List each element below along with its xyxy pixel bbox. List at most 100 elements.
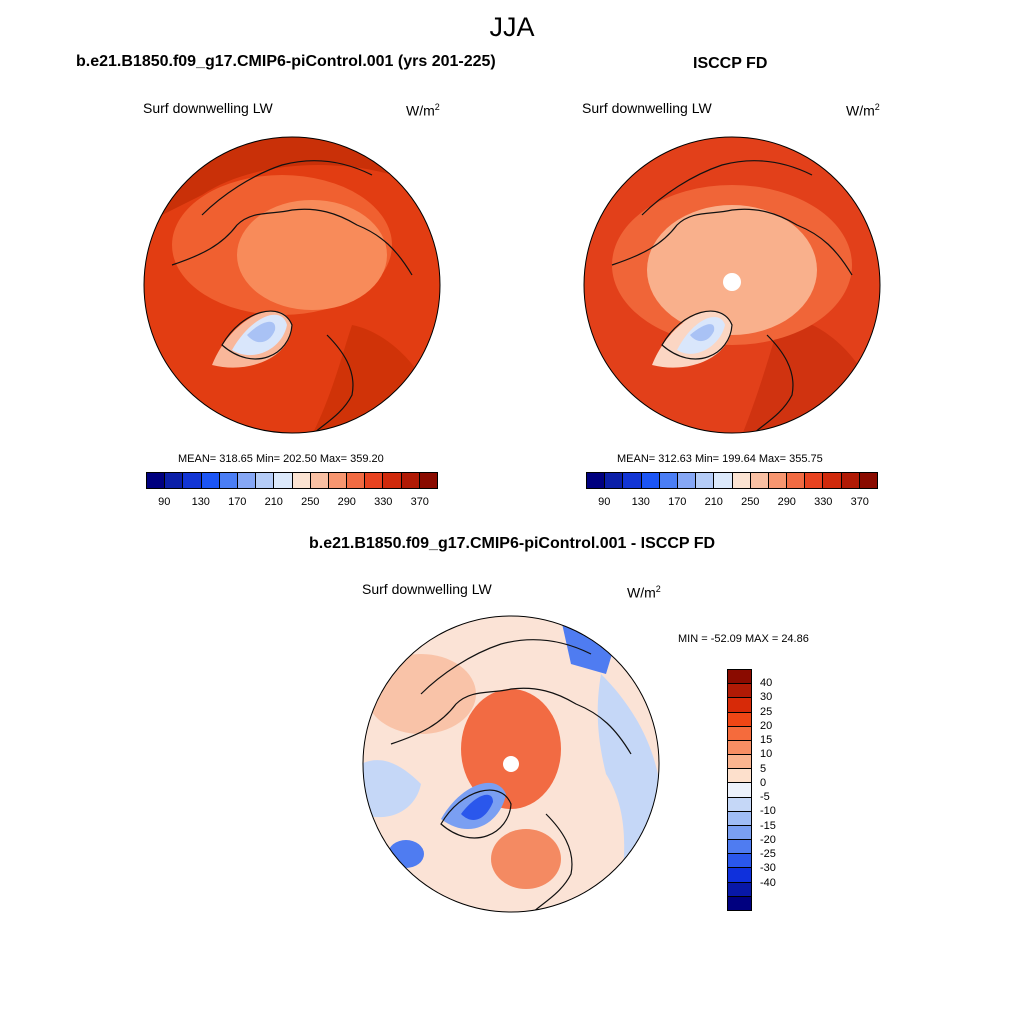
panel3-colorbar-cell	[728, 769, 751, 784]
panel2-colorbar-cell	[696, 473, 715, 488]
panel2-colorbar-cell	[732, 473, 751, 488]
panel1-colorbar-cell	[401, 473, 420, 488]
panel2-units: W/m2	[846, 102, 880, 119]
panel1-colorbar-cell	[347, 473, 366, 488]
panel3-colorbar-cell	[728, 868, 751, 883]
panel3-colorbar-tick-label: -10	[760, 805, 776, 818]
panel1-colorbar-cell	[237, 473, 257, 488]
panel2-colorbar-cell	[787, 473, 806, 488]
panel1-stats: MEAN= 318.65 Min= 202.50 Max= 359.20	[178, 453, 384, 465]
panel2-colorbar-cell	[641, 473, 660, 488]
panel3-colorbar-cell	[728, 740, 751, 756]
panel3-colorbar-cell	[728, 726, 751, 741]
panel3-colorbar-cell	[728, 896, 751, 910]
panel1-colorbar-cell	[328, 473, 348, 488]
panel1-colorbar-cell	[219, 473, 238, 488]
panel1-colorbar-cell	[365, 473, 384, 488]
panel1-field-greenland-core	[247, 321, 276, 343]
panel2-colorbar-tick-label: 210	[704, 496, 723, 508]
panel2-colorbar-tick-label: 130	[631, 496, 650, 508]
panel2-field-polar	[647, 205, 817, 335]
panel2-colorbar-cell	[659, 473, 678, 488]
panel2-colorbar-cell	[841, 473, 860, 488]
panel1-colorbar	[146, 472, 438, 489]
panel1-colorbar-tick-label: 290	[337, 496, 356, 508]
panel3-colorbar-cell	[728, 840, 751, 855]
panel1-colorbar-tick-label: 130	[191, 496, 210, 508]
panel2-colorbar-cell	[859, 473, 877, 488]
panel2-colorbar	[586, 472, 878, 489]
panel3-colorbar-cell	[728, 854, 751, 869]
panel3-colorbar-tick-label: -40	[760, 876, 776, 889]
panel3-colorbar-cell	[728, 684, 751, 699]
panel3-colorbar-cell	[728, 670, 751, 685]
panel2-map-border	[583, 136, 881, 434]
panel1-colorbar-cell	[165, 473, 184, 488]
panel1-colorbar-cell	[147, 473, 166, 488]
panel2-subtitle: Surf downwelling LW	[582, 100, 712, 116]
panel2-colorbar-labels: 90 130 170 210 250 290 330 370	[586, 496, 878, 510]
panel1-colorbar-cell	[183, 473, 202, 488]
panel2-colorbar-tick-label: 370	[850, 496, 869, 508]
panel1-units: W/m2	[406, 102, 440, 119]
panel2-colorbar-tick-label: 290	[777, 496, 796, 508]
panel3-colorbar-tick-label: -30	[760, 862, 776, 875]
panel2-title: ISCCP FD	[693, 55, 768, 72]
panel1-colorbar-cell	[310, 473, 329, 488]
panel3-colorbar-tick-label: 20	[760, 719, 773, 732]
panel3-colorbar-tick-label: -20	[760, 833, 776, 846]
panel1-map-border	[143, 136, 441, 434]
panel3-colorbar-tick-label: 25	[760, 705, 773, 718]
panel3-colorbar-tick-label: 10	[760, 748, 773, 761]
panel1-colorbar-cell	[292, 473, 311, 488]
panel3-colorbar-tick-label: -5	[760, 791, 770, 804]
panel2-colorbar-cell	[605, 473, 624, 488]
panel1-colorbar-labels: 90 130 170 210 250 290 330 370	[146, 496, 438, 510]
panel2-colorbar-cell	[714, 473, 733, 488]
panel2-colorbar-cell	[823, 473, 842, 488]
panel3-colorbar	[727, 669, 752, 911]
panel3-title: b.e21.B1850.f09_g17.CMIP6-piControl.001 …	[308, 535, 716, 552]
panel1-colorbar-tick-label: 210	[264, 496, 283, 508]
panel1-polar-map	[143, 136, 441, 434]
panel3-stats: MIN = -52.09 MAX = 24.86	[678, 633, 809, 645]
panel1-colorbar-cell	[201, 473, 220, 488]
panel1-subtitle: Surf downwelling LW	[143, 100, 273, 116]
panel3-subtitle: Surf downwelling LW	[362, 581, 492, 597]
panel1-colorbar-cell	[419, 473, 437, 488]
panel2-colorbar-cell	[623, 473, 642, 488]
panel2-stats: MEAN= 312.63 Min= 199.64 Max= 355.75	[617, 453, 823, 465]
panel3-field-cold-west	[363, 760, 421, 818]
panel2-colorbar-cell	[750, 473, 769, 488]
panel2-colorbar-tick-label: 170	[668, 496, 687, 508]
panel1-title: b.e21.B1850.f09_g17.CMIP6-piControl.001 …	[76, 53, 496, 70]
panel2-coastlines	[611, 160, 853, 433]
panel3-colorbar-cell	[728, 882, 751, 897]
panel1-colorbar-cell	[274, 473, 293, 488]
panel3-colorbar-cell	[728, 825, 751, 841]
panel1-colorbar-cell	[256, 473, 275, 488]
panel1-colorbar-tick-label: 90	[158, 496, 171, 508]
panel3-units: W/m2	[627, 584, 661, 601]
panel3-colorbar-cell	[728, 755, 751, 770]
panel3-colorbar-cell	[728, 811, 751, 826]
panel3-colorbar-tick-label: 30	[760, 691, 773, 704]
panel3-colorbar-tick-label: -25	[760, 848, 776, 861]
panel3-field-greenland-core	[461, 794, 493, 821]
panel3-colorbar-cell	[728, 698, 751, 713]
panel3-colorbar-tick-label: 5	[760, 762, 767, 775]
panel1-field-polar	[237, 200, 387, 310]
panel3-colorbar-tick-label: 0	[760, 776, 767, 789]
panel2-colorbar-cell	[587, 473, 606, 488]
panel2-colorbar-tick-label: 90	[598, 496, 611, 508]
panel2-colorbar-cell	[805, 473, 824, 488]
panel3-field-warm-south	[491, 829, 561, 889]
panel2-colorbar-tick-label: 330	[814, 496, 833, 508]
panel2-colorbar-tick-label: 250	[741, 496, 760, 508]
panel2-colorbar-cell	[768, 473, 788, 488]
panel3-pole-hole	[503, 756, 519, 772]
panel3-coastlines	[390, 639, 632, 912]
panel3-colorbar-tick-label: -15	[760, 819, 776, 832]
panel3-field-warm-pole	[461, 689, 561, 809]
panel1-colorbar-tick-label: 250	[301, 496, 320, 508]
